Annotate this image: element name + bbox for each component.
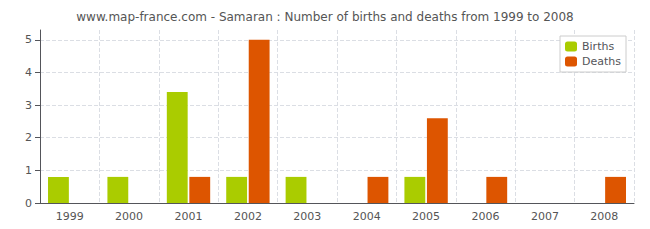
svg-text:0: 0	[25, 197, 32, 210]
svg-text:5: 5	[25, 33, 32, 46]
svg-text:www.map-france.com - Samaran :: www.map-france.com - Samaran : Number of…	[76, 10, 574, 24]
svg-text:2007: 2007	[531, 210, 559, 223]
svg-text:2000: 2000	[115, 210, 143, 223]
svg-text:2: 2	[25, 131, 32, 144]
svg-text:2003: 2003	[293, 210, 321, 223]
svg-text:2002: 2002	[234, 210, 262, 223]
svg-text:2004: 2004	[353, 210, 381, 223]
svg-text:4: 4	[25, 66, 32, 79]
svg-text:2001: 2001	[175, 210, 203, 223]
svg-text:2006: 2006	[472, 210, 500, 223]
svg-text:1: 1	[25, 164, 32, 177]
svg-text:Deaths: Deaths	[582, 55, 621, 68]
svg-text:3: 3	[25, 99, 32, 112]
svg-text:Births: Births	[582, 40, 614, 53]
svg-text:2008: 2008	[590, 210, 618, 223]
svg-text:2005: 2005	[412, 210, 440, 223]
svg-text:1999: 1999	[56, 210, 84, 223]
